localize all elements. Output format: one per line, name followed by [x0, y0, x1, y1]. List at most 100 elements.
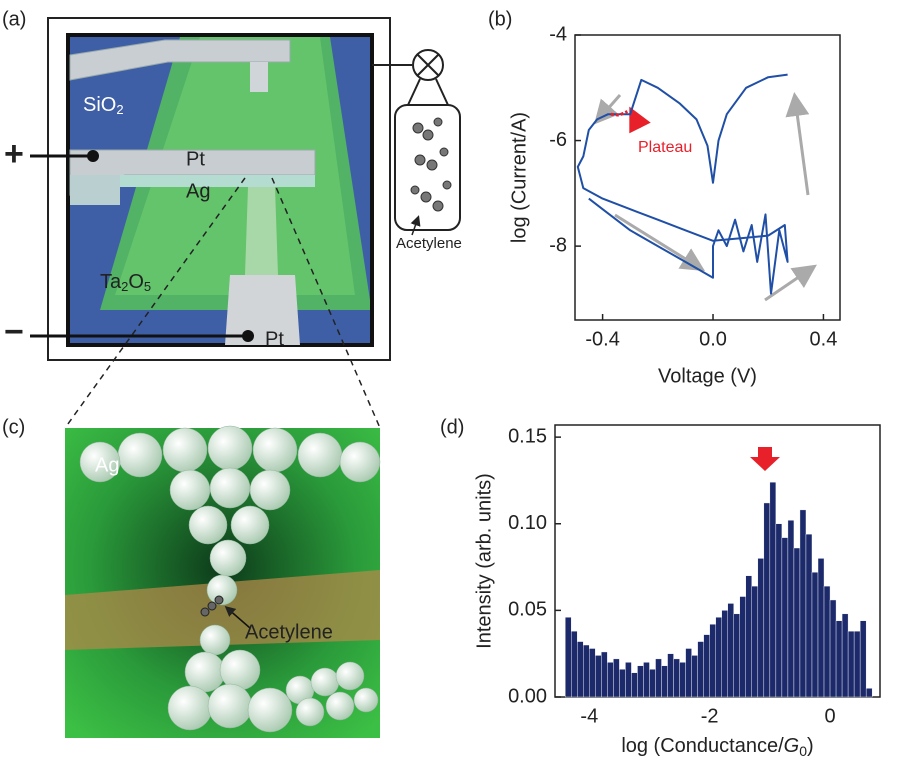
- histogram-bar: [823, 585, 831, 698]
- label-part: Ta: [100, 271, 122, 293]
- device-diagram-part-part: [420, 191, 432, 203]
- x-tick-label: 0: [824, 705, 835, 727]
- histogram-bar: [709, 624, 716, 698]
- device-diagram-part-part: [426, 159, 438, 171]
- sweep-arrows-part: [594, 94, 622, 125]
- histogram-bar: [841, 613, 849, 698]
- junction-diagram-part-part: [207, 601, 217, 611]
- histogram-bar: [721, 610, 728, 698]
- x-axis-label: Voltage (V): [658, 365, 757, 387]
- y-tick-label: -6: [549, 129, 567, 151]
- y-tick-label: 0.00: [508, 685, 547, 707]
- device-diagram-part-part: [442, 180, 452, 190]
- histogram-bar: [649, 669, 656, 698]
- histogram-bar: [829, 599, 837, 698]
- panel-label: (d): [440, 416, 464, 438]
- histogram-bar: [637, 665, 644, 698]
- label-part: log (Conductance/: [621, 735, 784, 757]
- histogram-bar: [613, 658, 620, 698]
- histogram-bar: [685, 648, 692, 698]
- label-part: ): [807, 735, 814, 757]
- junction-diagram-part-part: [339, 441, 381, 483]
- y-tick-label: 0.15: [508, 425, 547, 447]
- y-axis-label: log (Current/A): [508, 112, 530, 243]
- histogram-bar: [733, 613, 740, 698]
- device-diagram-part: [242, 330, 254, 342]
- device-diagram-part: [407, 78, 421, 106]
- histogram-bar: [571, 630, 578, 698]
- label-part: O: [128, 271, 144, 293]
- histogram-bar: [745, 575, 753, 698]
- plateau-arrow: [629, 106, 651, 134]
- sweep-arrows-part: [764, 264, 817, 302]
- histogram-bar: [691, 655, 698, 698]
- junction-diagram-part-part: [249, 469, 291, 511]
- data-line: [610, 110, 629, 117]
- device-diagram-part: [87, 150, 99, 162]
- histogram-bar: [727, 603, 734, 698]
- device-diagram-part: [120, 175, 315, 187]
- device-diagram-part: [410, 117, 452, 212]
- device-diagram-part: [417, 54, 439, 76]
- panel-label: (c): [2, 416, 25, 438]
- histogram-bar: [577, 641, 584, 698]
- bottom-electrode-label: Ag: [186, 180, 210, 202]
- junction-diagram-part-part: [169, 469, 211, 511]
- annotation: Plateau: [638, 139, 692, 156]
- histogram-bar: [703, 634, 710, 698]
- layer-label: Ta2O5: [100, 271, 151, 294]
- histogram-bar: [811, 572, 819, 698]
- histogram-bar: [565, 617, 572, 698]
- junction-diagram-part-part: [353, 687, 379, 713]
- junction-diagram-part-part: [325, 691, 355, 721]
- histogram-bar: [643, 662, 650, 698]
- device-diagram-part: [410, 215, 421, 236]
- y-tick-label: 0.05: [508, 599, 547, 621]
- histogram-bar: [625, 662, 632, 698]
- junction-diagram-part-part: [214, 595, 224, 605]
- histogram-bar: [607, 662, 614, 698]
- junction-diagram-part-part: [188, 505, 228, 545]
- junction-diagram-part-part: [252, 427, 298, 473]
- panel-label: (b): [488, 8, 512, 30]
- top-electrode-label: Pt: [186, 148, 205, 170]
- histogram-bar: [739, 596, 746, 698]
- device-diagram-part: [435, 78, 449, 106]
- x-tick-label: 0.0: [699, 328, 727, 350]
- junction-diagram: [65, 425, 381, 738]
- label-part: SiO: [83, 94, 116, 116]
- device-diagram-part: [64, 177, 246, 429]
- histogram-bar: [751, 585, 759, 698]
- junction-diagram-part: [79, 425, 381, 733]
- sweep-arrows: [594, 92, 817, 302]
- label-subscript: 2: [116, 102, 123, 117]
- junction-diagram-part: [224, 606, 251, 629]
- histogram-bar: [601, 651, 608, 698]
- histogram-bar: [583, 644, 590, 698]
- junction-diagram-part: [200, 595, 224, 617]
- histogram-bar: [799, 509, 807, 698]
- label-part: 0: [799, 743, 807, 759]
- junction-diagram-part-part: [206, 574, 238, 606]
- device-diagram-part: [245, 187, 278, 275]
- junction-diagram-part-part: [310, 667, 340, 697]
- histogram-bar: [655, 658, 662, 698]
- sweep-arrows-part: [785, 92, 810, 196]
- device-diagram-part-part: [414, 154, 426, 166]
- device-diagram-part: [271, 177, 381, 429]
- junction-diagram-part-part: [230, 505, 270, 545]
- panel-label: (a): [2, 8, 26, 30]
- histogram-bar: [715, 617, 722, 698]
- junction-diagram-part-part: [295, 697, 325, 727]
- histogram-bar: [631, 672, 638, 698]
- histogram-bar: [835, 620, 843, 698]
- histogram-bar: [775, 523, 783, 698]
- histogram-bar: [757, 558, 765, 698]
- histogram-bar: [781, 537, 789, 698]
- junction-diagram-part-part: [209, 467, 251, 509]
- junction-diagram-part-part: [200, 607, 210, 617]
- device-diagram: [30, 17, 461, 429]
- junction-diagram-part-part: [335, 661, 365, 691]
- plus-sign: +: [4, 135, 24, 173]
- device-diagram-part: [250, 62, 268, 92]
